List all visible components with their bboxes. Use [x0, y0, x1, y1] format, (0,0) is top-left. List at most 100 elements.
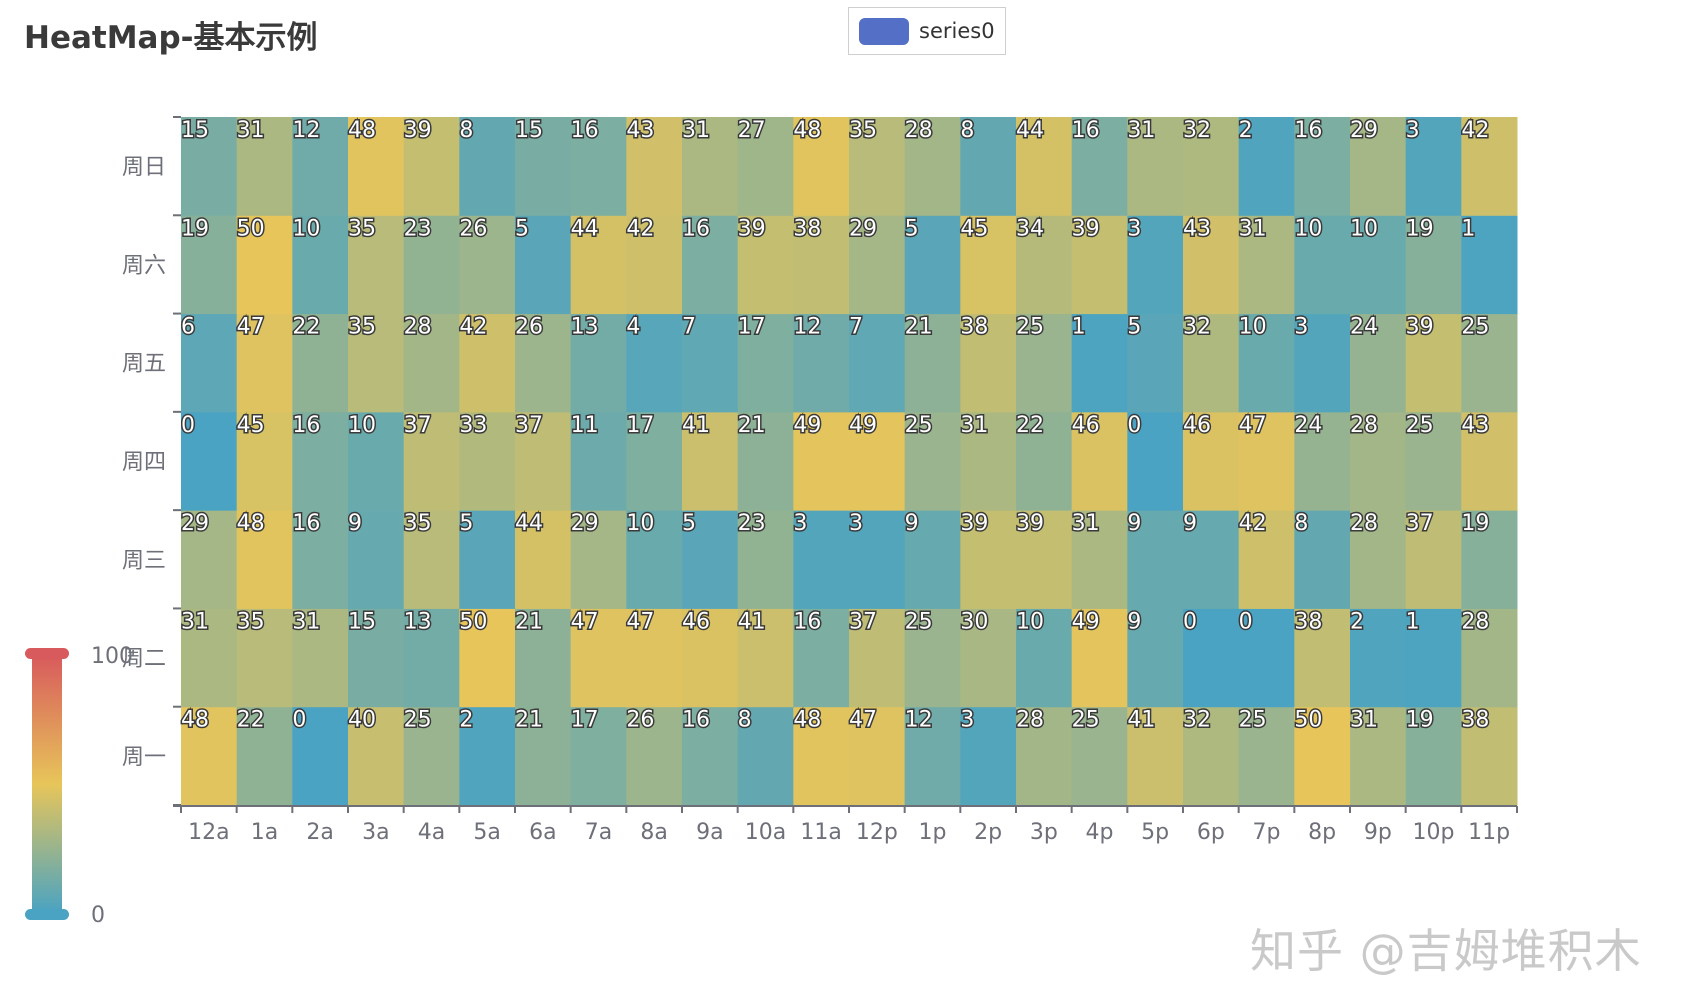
heatmap-cell[interactable] [849, 510, 906, 609]
heatmap-cell[interactable] [1350, 510, 1407, 609]
heatmap-cell[interactable] [737, 706, 794, 806]
heatmap-cell[interactable] [682, 411, 739, 511]
heatmap-cell[interactable] [1071, 510, 1128, 609]
heatmap-cell[interactable] [570, 215, 627, 315]
heatmap-cell[interactable] [348, 117, 405, 216]
heatmap-cell[interactable] [1405, 411, 1462, 511]
heatmap-cell[interactable] [1183, 411, 1240, 511]
heatmap-cell[interactable] [403, 608, 460, 708]
heatmap-cell[interactable] [515, 608, 572, 708]
heatmap-cell[interactable] [515, 117, 572, 216]
heatmap-cell[interactable] [626, 608, 683, 708]
heatmap-cell[interactable] [737, 313, 794, 413]
heatmap-cell[interactable] [236, 215, 293, 315]
heatmap-cell[interactable] [793, 411, 850, 511]
heatmap-cell[interactable] [1405, 117, 1462, 216]
heatmap-cell[interactable] [348, 215, 405, 315]
heatmap-cell[interactable] [570, 411, 627, 511]
heatmap-cell[interactable] [515, 411, 572, 511]
heatmap-cell[interactable] [626, 510, 683, 609]
visual-map-handle-max[interactable] [25, 648, 69, 659]
heatmap-cell[interactable] [1238, 608, 1295, 708]
heatmap-cell[interactable] [1405, 608, 1462, 708]
heatmap-cell[interactable] [904, 510, 961, 609]
heatmap-cell[interactable] [515, 215, 572, 315]
heatmap-cell[interactable] [348, 608, 405, 708]
heatmap-cell[interactable] [682, 313, 739, 413]
heatmap-cell[interactable] [348, 313, 405, 413]
heatmap-cell[interactable] [960, 215, 1017, 315]
heatmap-cell[interactable] [793, 510, 850, 609]
heatmap-cell[interactable] [1461, 510, 1518, 609]
heatmap-cell[interactable] [292, 117, 349, 216]
heatmap-cell[interactable] [1350, 608, 1407, 708]
heatmap-cell[interactable] [403, 510, 460, 609]
heatmap-cell[interactable] [1071, 215, 1128, 315]
heatmap-cell[interactable] [1350, 117, 1407, 216]
heatmap-cell[interactable] [181, 313, 238, 413]
heatmap-cell[interactable] [292, 510, 349, 609]
heatmap-cell[interactable] [515, 706, 572, 806]
heatmap-cell[interactable] [292, 215, 349, 315]
heatmap-cell[interactable] [1294, 510, 1351, 609]
heatmap-cell[interactable] [904, 608, 961, 708]
heatmap-cell[interactable] [1405, 313, 1462, 413]
heatmap-cell[interactable] [1461, 215, 1518, 315]
heatmap-cell[interactable] [1183, 215, 1240, 315]
heatmap-cell[interactable] [904, 411, 961, 511]
heatmap-cell[interactable] [626, 411, 683, 511]
heatmap-cell[interactable] [515, 313, 572, 413]
heatmap-cell[interactable] [1238, 411, 1295, 511]
heatmap-cell[interactable] [570, 706, 627, 806]
heatmap-cell[interactable] [1294, 706, 1351, 806]
heatmap-cell[interactable] [1016, 706, 1073, 806]
heatmap-cell[interactable] [236, 706, 293, 806]
heatmap-cell[interactable] [181, 411, 238, 511]
heatmap-cell[interactable] [1461, 117, 1518, 216]
heatmap-cell[interactable] [1294, 215, 1351, 315]
heatmap-cell[interactable] [459, 313, 516, 413]
heatmap-cell[interactable] [904, 313, 961, 413]
heatmap-cell[interactable] [459, 117, 516, 216]
heatmap-cell[interactable] [292, 608, 349, 708]
heatmap-cell[interactable] [626, 215, 683, 315]
heatmap-cell[interactable] [1016, 510, 1073, 609]
heatmap-cell[interactable] [1016, 608, 1073, 708]
heatmap-cell[interactable] [737, 411, 794, 511]
heatmap-cell[interactable] [1350, 411, 1407, 511]
heatmap-cell[interactable] [181, 215, 238, 315]
heatmap-cell[interactable] [682, 706, 739, 806]
heatmap-cell[interactable] [682, 215, 739, 315]
heatmap-cell[interactable] [236, 313, 293, 413]
heatmap-cell[interactable] [1183, 117, 1240, 216]
heatmap-cell[interactable] [1461, 313, 1518, 413]
heatmap-cell[interactable] [459, 608, 516, 708]
heatmap-cell[interactable] [737, 510, 794, 609]
heatmap-cell[interactable] [1238, 510, 1295, 609]
heatmap-cell[interactable] [181, 608, 238, 708]
heatmap-cell[interactable] [1350, 706, 1407, 806]
heatmap-cell[interactable] [737, 608, 794, 708]
heatmap-cell[interactable] [570, 117, 627, 216]
heatmap-cell[interactable] [403, 117, 460, 216]
heatmap-cell[interactable] [236, 608, 293, 708]
heatmap-cell[interactable] [1461, 608, 1518, 708]
heatmap-cell[interactable] [1238, 215, 1295, 315]
visual-map[interactable]: 100 0 [25, 644, 133, 928]
heatmap-cell[interactable] [793, 313, 850, 413]
heatmap-cell[interactable] [1016, 411, 1073, 511]
heatmap-cell[interactable] [459, 411, 516, 511]
heatmap-cell[interactable] [960, 313, 1017, 413]
heatmap-cell[interactable] [737, 215, 794, 315]
heatmap-cell[interactable] [793, 215, 850, 315]
heatmap-cell[interactable] [348, 411, 405, 511]
heatmap-cell[interactable] [1405, 510, 1462, 609]
heatmap-cell[interactable] [236, 411, 293, 511]
heatmap-cell[interactable] [1461, 706, 1518, 806]
heatmap-cell[interactable] [682, 608, 739, 708]
heatmap-cell[interactable] [1405, 706, 1462, 806]
visual-map-handle-min[interactable] [25, 909, 69, 920]
heatmap-cell[interactable] [181, 117, 238, 216]
heatmap-cell[interactable] [1127, 411, 1184, 511]
heatmap-cell[interactable] [626, 706, 683, 806]
